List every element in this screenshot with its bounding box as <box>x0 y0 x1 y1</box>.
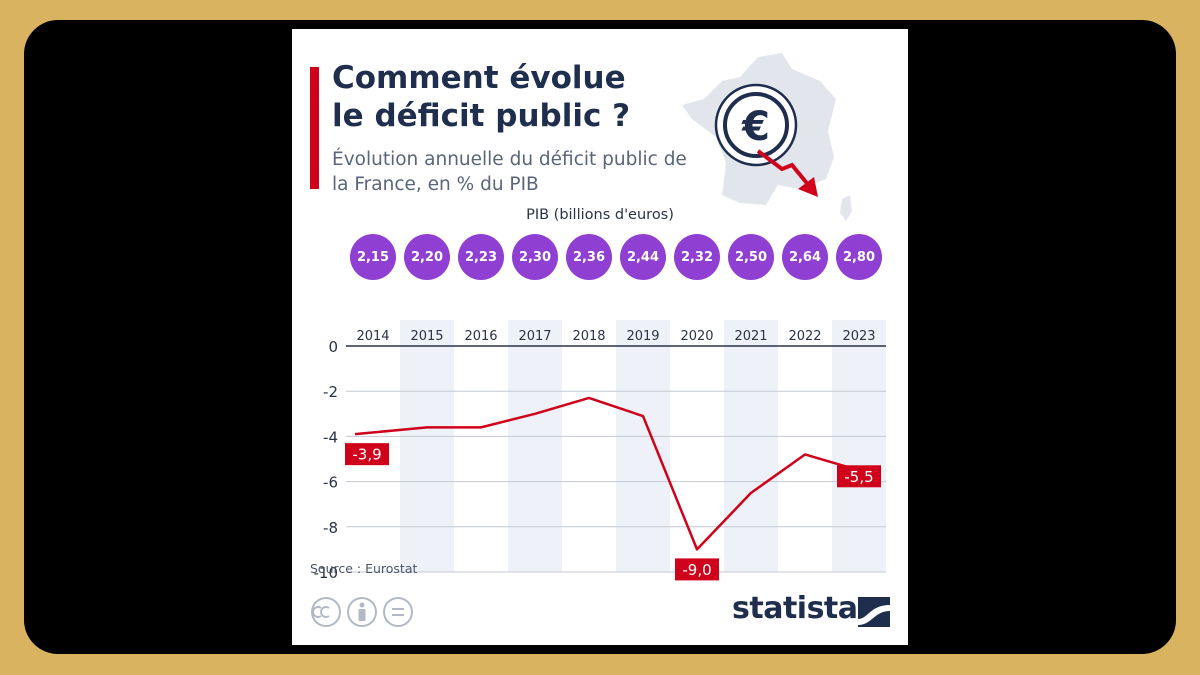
gdp-bubble: 2,44 <box>620 234 666 280</box>
y-tick-label: -4 <box>323 428 338 446</box>
y-tick-label: -8 <box>323 519 338 537</box>
gdp-bubble: 2,32 <box>674 234 720 280</box>
column-band <box>724 320 778 572</box>
corsica-icon <box>840 195 852 221</box>
x-tick-label: 2019 <box>626 329 659 344</box>
data-label-box <box>675 558 719 581</box>
statista-logo-icon <box>858 597 890 627</box>
no-derivatives-icon <box>383 597 413 627</box>
x-tick-label: 2016 <box>464 329 497 344</box>
gdp-bubble: 2,23 <box>458 234 504 280</box>
x-tick-label: 2020 <box>680 329 713 344</box>
gdp-bubble: 2,20 <box>404 234 450 280</box>
gdp-bubble: 2,30 <box>512 234 558 280</box>
infographic-card: Comment évolue le déficit public ? Évolu… <box>292 29 908 645</box>
gdp-bubble: 2,15 <box>350 234 396 280</box>
x-tick-label: 2023 <box>842 329 875 344</box>
gdp-bubble: 2,50 <box>728 234 774 280</box>
deficit-series-line <box>354 396 860 551</box>
x-tick-label: 2021 <box>734 329 767 344</box>
y-tick-label: 0 <box>328 338 338 356</box>
gdp-bubble: 2,36 <box>566 234 612 280</box>
cc-icon <box>311 597 341 627</box>
x-tick-label: 2018 <box>572 329 605 344</box>
data-label-box <box>837 465 881 488</box>
source-note: Source : Eurostat <box>310 561 418 576</box>
x-tick-label: 2015 <box>410 329 443 344</box>
statista-logo-text: statista <box>732 591 858 626</box>
y-tick-label: -10 <box>314 564 339 582</box>
column-band <box>508 320 562 572</box>
france-euro-illustration: € <box>682 53 852 221</box>
x-tick-label: 2022 <box>788 329 821 344</box>
x-tick-label: 2017 <box>518 329 551 344</box>
euro-sign-icon: € <box>741 104 770 150</box>
gdp-bubble: 2,64 <box>782 234 828 280</box>
column-band <box>832 320 886 572</box>
y-tick-label: -6 <box>323 474 338 492</box>
data-label: -3,9 <box>352 446 381 464</box>
license-icons <box>311 597 413 627</box>
title-accent-bar <box>310 67 319 189</box>
gdp-label: PIB (billions d'euros) <box>526 207 674 223</box>
deficit-line-chart: 2014 2015 2016 2017 2018 2019 2020 2021 2022 2023… <box>314 320 886 582</box>
chart-title: Comment évolue le déficit public ? <box>332 60 631 134</box>
x-tick-label: 2014 <box>356 329 389 344</box>
data-label: -9,0 <box>682 561 711 579</box>
data-label-box <box>345 443 389 466</box>
gdp-bubble: 2,80 <box>836 234 882 280</box>
column-band <box>400 320 454 572</box>
down-arrow-icon <box>756 149 812 189</box>
y-tick-label: -2 <box>323 383 338 401</box>
chart-subtitle: Évolution annuelle du déficit public de … <box>332 149 687 195</box>
data-label: -5,5 <box>844 468 873 486</box>
attribution-icon <box>347 597 377 627</box>
column-band <box>616 320 670 572</box>
